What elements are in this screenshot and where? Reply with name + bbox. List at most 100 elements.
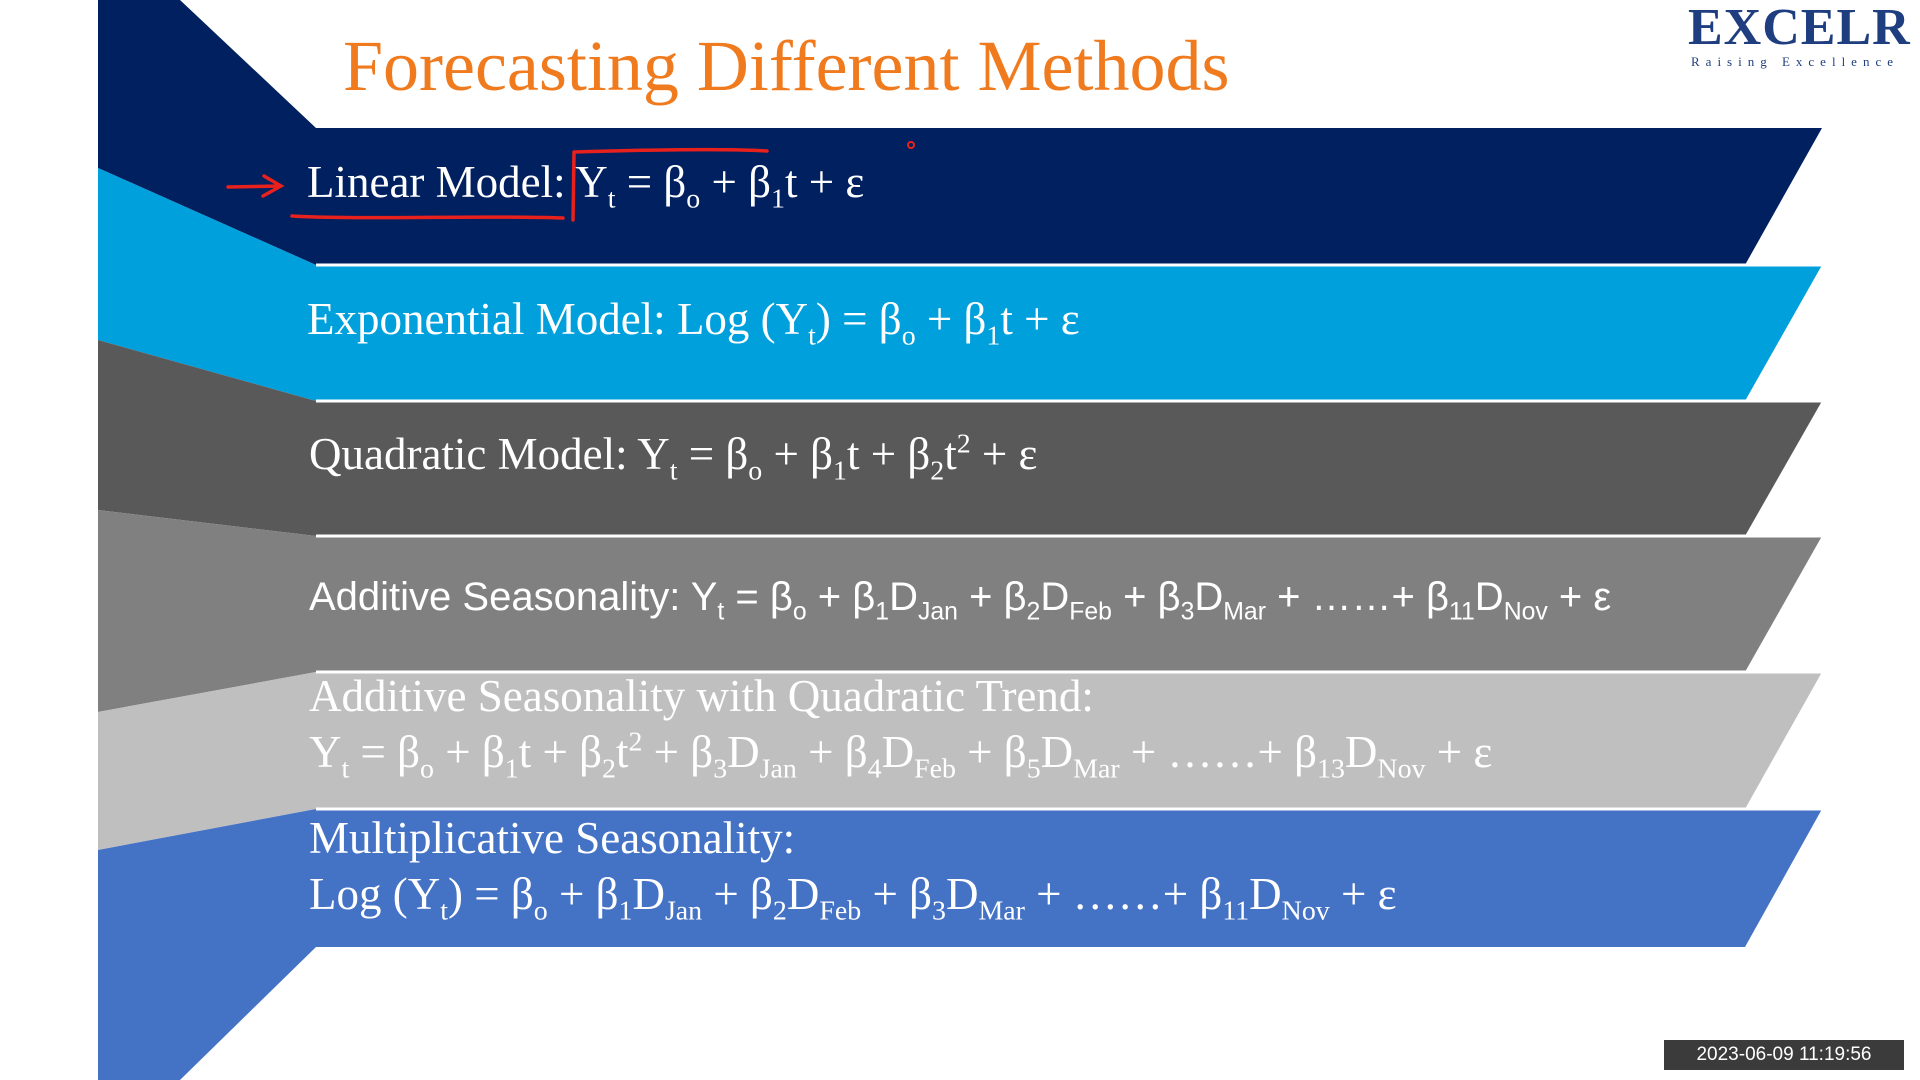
eq-sub: o — [901, 320, 916, 352]
eq-sub: o — [792, 598, 807, 626]
eq-part: = β — [724, 575, 793, 619]
multiplicative-label: Multiplicative Seasonality: — [309, 813, 795, 865]
eq-sub: t — [440, 895, 448, 927]
logo-tagline: Raising Excellence — [1691, 54, 1899, 69]
eq-part: D — [1344, 727, 1378, 777]
eq-part: ) = β — [447, 869, 534, 919]
eq-part: + β — [702, 869, 773, 919]
eq-part: t + ε — [1000, 294, 1080, 344]
eq-part: = β — [349, 727, 421, 777]
exponential-model-formula: Exponential Model: Log (Yt) = βo + β1t +… — [307, 294, 1080, 350]
eq-part: + β — [762, 429, 833, 479]
model-label: Additive Seasonality with Quadratic Tren… — [309, 671, 1094, 721]
eq-sup: 2 — [628, 726, 643, 758]
eq-sub: Jan — [759, 753, 797, 785]
eq-sub: Feb — [914, 753, 956, 785]
annotation-bracket — [571, 147, 769, 222]
wedge-1 — [98, 0, 316, 265]
eq-part: + β — [955, 727, 1027, 777]
eq-part: + β — [806, 575, 876, 619]
eq-part: t + β — [846, 429, 931, 479]
eq-part: t — [944, 429, 957, 479]
additive-quadratic-label: Additive Seasonality with Quadratic Tren… — [309, 671, 1094, 723]
eq-sub: Jan — [664, 895, 703, 927]
annotation-underline — [290, 214, 565, 220]
eq-part: Log (Y — [665, 294, 809, 344]
eq-sub: o — [748, 455, 763, 487]
eq-sub: 11 — [1449, 598, 1475, 626]
eq-part: + β — [796, 727, 868, 777]
eq-part: = β — [677, 429, 749, 479]
eq-part: D — [786, 869, 820, 919]
eq-sub: 2 — [930, 455, 945, 487]
model-label: Additive Seasonality: — [309, 575, 681, 619]
eq-part: t + β — [518, 727, 602, 777]
eq-part: ) = β — [815, 294, 902, 344]
eq-sub: 11 — [1222, 895, 1250, 927]
eq-part: D — [632, 869, 665, 919]
pen-annotation — [226, 141, 915, 222]
model-label: Multiplicative Seasonality: — [309, 813, 796, 863]
eq-part: + β — [547, 869, 619, 919]
eq-sub: Mar — [1073, 753, 1120, 785]
eq-sub: o — [420, 753, 434, 785]
model-label: Quadratic Model: — [309, 429, 628, 479]
eq-part: + ε — [1547, 575, 1612, 619]
eq-sub: 1 — [833, 455, 847, 487]
eq-sub: 3 — [713, 753, 728, 785]
eq-part: D — [881, 727, 915, 777]
band-multiplicative — [316, 809, 1822, 947]
eq-sub: 2 — [1026, 598, 1041, 626]
eq-part: + β — [642, 727, 714, 777]
eq-sub: t — [341, 753, 350, 785]
eq-sub: Feb — [819, 895, 862, 927]
eq-sub: 5 — [1026, 753, 1041, 785]
eq-part: Log (Y — [309, 869, 441, 919]
eq-sub: Mar — [978, 895, 1025, 927]
wedge-6 — [98, 809, 316, 1080]
model-label: Exponential Model: — [307, 294, 666, 344]
eq-sub: Nov — [1503, 598, 1548, 626]
eq-part: + ……+ β — [1024, 869, 1223, 919]
eq-part: D — [1474, 575, 1504, 619]
eq-sub: Feb — [1069, 598, 1112, 626]
linear-model-formula: Linear Model: Yt = βo + β1t + ε — [307, 157, 865, 213]
eq-sub: Nov — [1377, 753, 1426, 785]
eq-sub: 3 — [1180, 598, 1195, 626]
eq-sub: 1 — [875, 598, 890, 626]
eq-sub: t — [607, 183, 616, 215]
eq-part: + β — [957, 575, 1027, 619]
eq-sub: Nov — [1281, 895, 1330, 927]
eq-sub: 1 — [618, 895, 633, 927]
eq-part: = β — [615, 157, 687, 207]
additive-quadratic-formula: Yt = βo + β1t + β2t2 + β3DJan + β4DFeb +… — [309, 726, 1492, 783]
eq-part: + β — [1111, 575, 1181, 619]
eq-sub: o — [686, 183, 701, 215]
eq-part: Y — [309, 727, 342, 777]
eq-sub: 1 — [504, 753, 519, 785]
eq-sub: Mar — [1223, 598, 1266, 626]
eq-part: + β — [915, 294, 987, 344]
eq-part: t + ε — [784, 157, 865, 207]
multiplicative-formula: Log (Yt) = βo + β1DJan + β2DFeb + β3DMar… — [309, 869, 1397, 925]
eq-part: Y — [627, 429, 670, 479]
annotation-arrow — [226, 174, 285, 198]
eq-part: D — [727, 727, 760, 777]
eq-sub: 13 — [1317, 753, 1345, 785]
eq-sub: 4 — [867, 753, 882, 785]
additive-seasonality-formula: Additive Seasonality: Yt = βo + β1DJan +… — [309, 574, 1612, 624]
slide-title: Forecasting Different Methods — [343, 26, 1230, 106]
band-exponential — [316, 265, 1822, 401]
eq-part: D — [1040, 575, 1070, 619]
wedge-4 — [98, 510, 316, 712]
eq-part: t — [615, 727, 629, 777]
eq-part: + ε — [1329, 869, 1397, 919]
video-timestamp: 2023-06-09 11:19:56 — [1664, 1040, 1904, 1070]
eq-sup: 2 — [956, 428, 971, 460]
eq-part: + ……+ β — [1265, 575, 1450, 619]
eq-part: + β — [433, 727, 505, 777]
eq-part: Y — [575, 157, 608, 207]
eq-part: + ……+ β — [1119, 727, 1318, 777]
eq-part: D — [1194, 575, 1224, 619]
eq-part: D — [1249, 869, 1282, 919]
